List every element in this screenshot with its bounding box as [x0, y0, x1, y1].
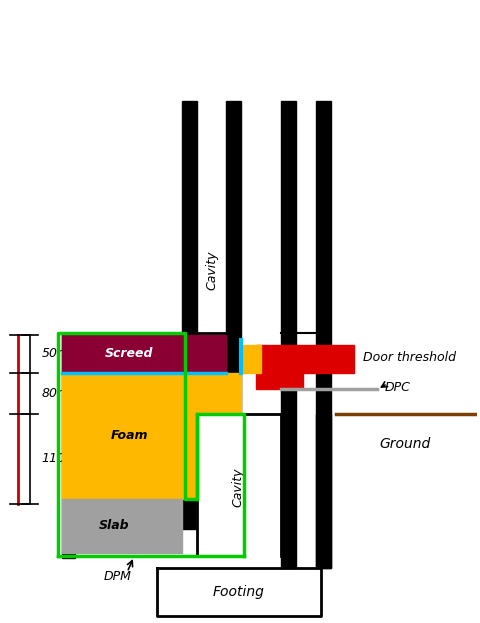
- Text: Footing: Footing: [213, 585, 264, 599]
- Polygon shape: [316, 102, 331, 568]
- Text: DPM: DPM: [103, 569, 131, 583]
- Text: 50mm: 50mm: [42, 347, 82, 360]
- Polygon shape: [316, 414, 331, 568]
- Text: Ground: Ground: [380, 437, 431, 451]
- Polygon shape: [182, 102, 197, 528]
- Text: Foam: Foam: [110, 429, 148, 442]
- Text: 80mm: 80mm: [42, 387, 82, 400]
- Polygon shape: [61, 373, 241, 499]
- Polygon shape: [281, 102, 296, 414]
- Text: Slab: Slab: [99, 519, 130, 532]
- Polygon shape: [61, 499, 182, 553]
- Text: DPC: DPC: [384, 381, 410, 394]
- Text: 110mm: 110mm: [42, 452, 90, 465]
- Polygon shape: [61, 333, 75, 558]
- Polygon shape: [256, 373, 303, 389]
- Polygon shape: [157, 568, 321, 616]
- Polygon shape: [256, 345, 354, 373]
- Text: Cavity: Cavity: [205, 250, 218, 290]
- Polygon shape: [241, 345, 261, 373]
- Polygon shape: [61, 335, 227, 373]
- Polygon shape: [227, 102, 241, 414]
- Text: Screed: Screed: [105, 347, 154, 360]
- Polygon shape: [197, 414, 281, 556]
- Text: Cavity: Cavity: [232, 467, 245, 506]
- Polygon shape: [281, 414, 296, 568]
- Text: Door threshold: Door threshold: [362, 351, 456, 364]
